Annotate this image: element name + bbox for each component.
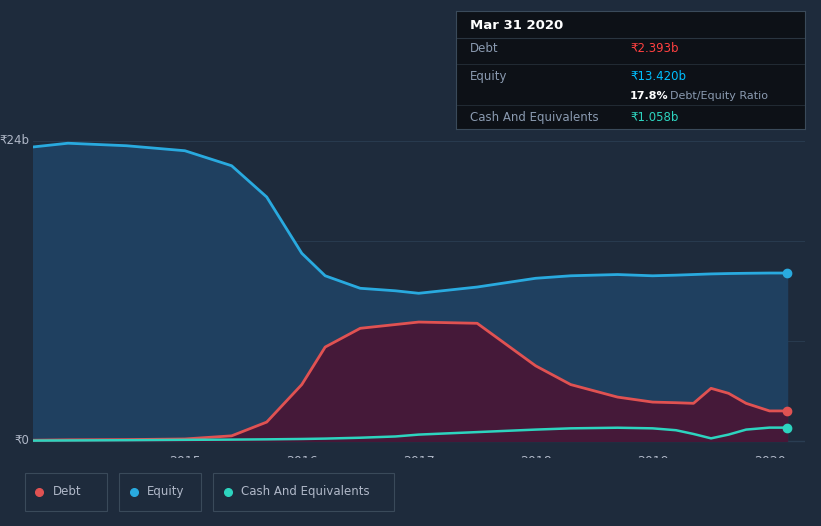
Text: Debt: Debt — [53, 485, 81, 498]
Text: ₹0: ₹0 — [14, 434, 29, 447]
Text: 17.8%: 17.8% — [631, 91, 669, 101]
Text: Equity: Equity — [470, 69, 507, 83]
Text: Cash And Equivalents: Cash And Equivalents — [241, 485, 370, 498]
Text: Mar 31 2020: Mar 31 2020 — [470, 19, 563, 32]
Text: ₹13.420b: ₹13.420b — [631, 69, 686, 83]
Text: Debt/Equity Ratio: Debt/Equity Ratio — [670, 91, 768, 101]
Text: ₹24b: ₹24b — [0, 134, 29, 147]
Text: ₹1.058b: ₹1.058b — [631, 111, 678, 124]
FancyBboxPatch shape — [119, 473, 201, 511]
Text: Equity: Equity — [147, 485, 185, 498]
FancyBboxPatch shape — [213, 473, 394, 511]
FancyBboxPatch shape — [25, 473, 107, 511]
Text: Cash And Equivalents: Cash And Equivalents — [470, 111, 599, 124]
Text: ₹2.393b: ₹2.393b — [631, 43, 679, 55]
Text: Debt: Debt — [470, 43, 498, 55]
